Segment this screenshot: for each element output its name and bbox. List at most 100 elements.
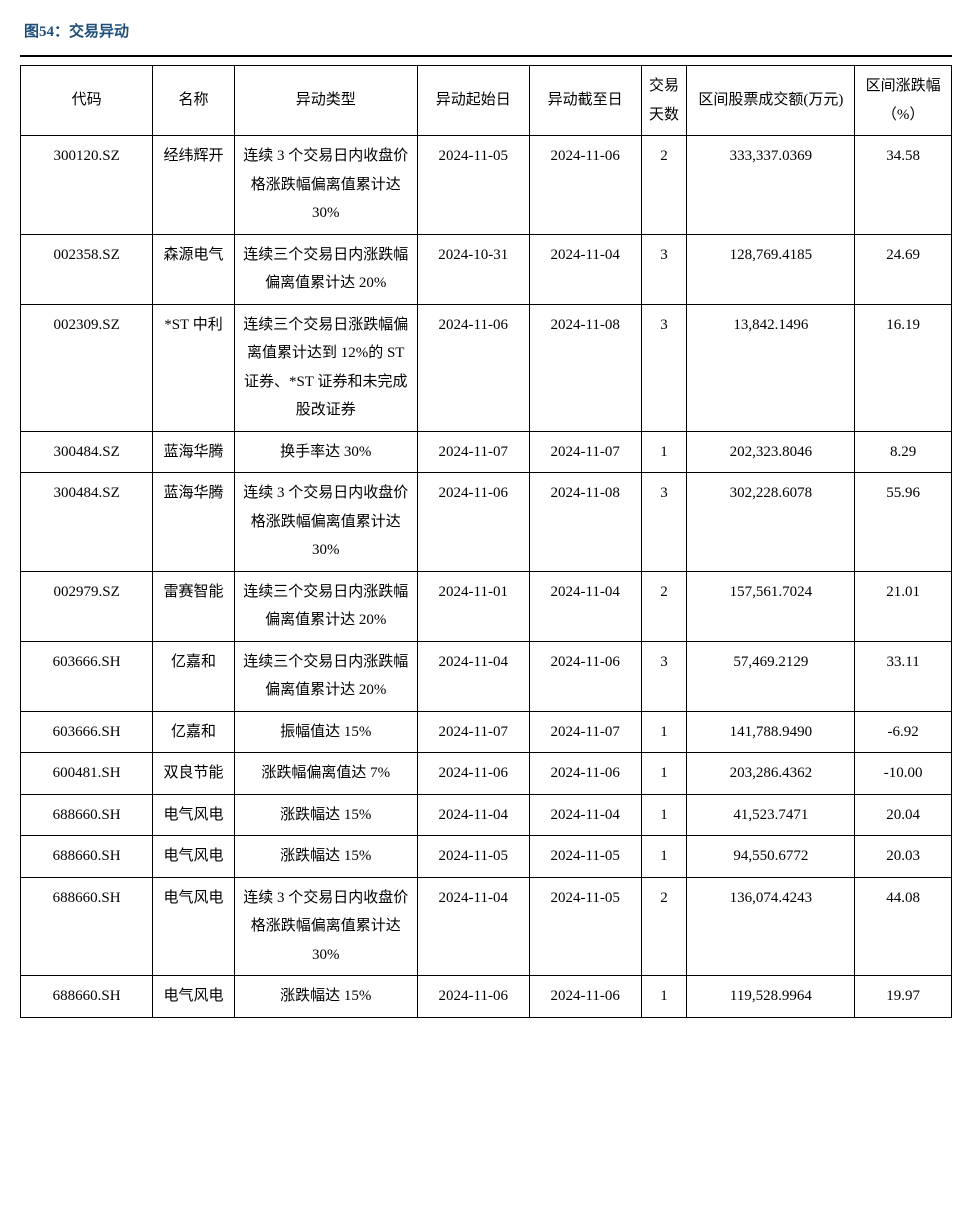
- table-cell: 21.01: [855, 571, 952, 641]
- table-wrapper: 代码 名称 异动类型 异动起始日 异动截至日 交易天数 区间股票成交额(万元) …: [20, 55, 952, 1018]
- table-cell: 2024-11-08: [529, 304, 641, 431]
- table-cell: 55.96: [855, 473, 952, 572]
- table-cell: 603666.SH: [21, 711, 153, 753]
- table-cell: 202,323.8046: [687, 431, 855, 473]
- table-cell: 2024-11-07: [529, 431, 641, 473]
- table-cell: -6.92: [855, 711, 952, 753]
- table-cell: 2024-11-04: [417, 641, 529, 711]
- table-cell: 涨跌幅达 15%: [234, 976, 417, 1018]
- table-cell: 2024-11-01: [417, 571, 529, 641]
- table-cell: 蓝海华腾: [153, 473, 234, 572]
- table-cell: 2024-10-31: [417, 234, 529, 304]
- col-type: 异动类型: [234, 66, 417, 136]
- table-row: 688660.SH电气风电连续 3 个交易日内收盘价格涨跌幅偏离值累计达 30%…: [21, 877, 952, 976]
- table-cell: 44.08: [855, 877, 952, 976]
- table-cell: 亿嘉和: [153, 711, 234, 753]
- table-cell: 1: [641, 753, 687, 795]
- table-cell: 2: [641, 877, 687, 976]
- table-cell: 涨跌幅达 15%: [234, 794, 417, 836]
- table-cell: 136,074.4243: [687, 877, 855, 976]
- table-cell: 2024-11-05: [417, 136, 529, 235]
- table-cell: 13,842.1496: [687, 304, 855, 431]
- table-cell: 688660.SH: [21, 877, 153, 976]
- table-cell: 688660.SH: [21, 794, 153, 836]
- table-cell: 经纬辉开: [153, 136, 234, 235]
- col-days: 交易天数: [641, 66, 687, 136]
- table-cell: 300484.SZ: [21, 473, 153, 572]
- table-row: 603666.SH亿嘉和连续三个交易日内涨跌幅偏离值累计达 20%2024-11…: [21, 641, 952, 711]
- table-row: 300484.SZ蓝海华腾连续 3 个交易日内收盘价格涨跌幅偏离值累计达 30%…: [21, 473, 952, 572]
- table-cell: 002979.SZ: [21, 571, 153, 641]
- col-code: 代码: [21, 66, 153, 136]
- table-cell: 688660.SH: [21, 976, 153, 1018]
- table-cell: 电气风电: [153, 877, 234, 976]
- table-cell: 电气风电: [153, 794, 234, 836]
- table-cell: 2: [641, 571, 687, 641]
- table-cell: 19.97: [855, 976, 952, 1018]
- table-cell: 333,337.0369: [687, 136, 855, 235]
- table-cell: 1: [641, 976, 687, 1018]
- table-cell: 603666.SH: [21, 641, 153, 711]
- table-cell: 141,788.9490: [687, 711, 855, 753]
- table-cell: *ST 中利: [153, 304, 234, 431]
- table-row: 603666.SH亿嘉和振幅值达 15%2024-11-072024-11-07…: [21, 711, 952, 753]
- table-cell: 连续 3 个交易日内收盘价格涨跌幅偏离值累计达 30%: [234, 473, 417, 572]
- table-row: 002979.SZ雷赛智能连续三个交易日内涨跌幅偏离值累计达 20%2024-1…: [21, 571, 952, 641]
- table-cell: 2024-11-04: [529, 571, 641, 641]
- table-cell: 2024-11-06: [529, 753, 641, 795]
- table-cell: 203,286.4362: [687, 753, 855, 795]
- table-cell: 128,769.4185: [687, 234, 855, 304]
- table-row: 688660.SH电气风电涨跌幅达 15%2024-11-062024-11-0…: [21, 976, 952, 1018]
- col-start: 异动起始日: [417, 66, 529, 136]
- table-cell: 亿嘉和: [153, 641, 234, 711]
- table-cell: 94,550.6772: [687, 836, 855, 878]
- table-cell: 2024-11-06: [417, 473, 529, 572]
- table-cell: 20.04: [855, 794, 952, 836]
- table-cell: 2024-11-06: [529, 976, 641, 1018]
- col-amount: 区间股票成交额(万元): [687, 66, 855, 136]
- table-cell: 34.58: [855, 136, 952, 235]
- table-cell: 连续 3 个交易日内收盘价格涨跌幅偏离值累计达 30%: [234, 877, 417, 976]
- table-cell: 16.19: [855, 304, 952, 431]
- col-name: 名称: [153, 66, 234, 136]
- table-cell: 002309.SZ: [21, 304, 153, 431]
- anomaly-table: 代码 名称 异动类型 异动起始日 异动截至日 交易天数 区间股票成交额(万元) …: [20, 65, 952, 1018]
- table-cell: 2024-11-05: [529, 877, 641, 976]
- table-cell: 2024-11-07: [417, 431, 529, 473]
- table-cell: 157,561.7024: [687, 571, 855, 641]
- table-cell: 8.29: [855, 431, 952, 473]
- table-cell: 振幅值达 15%: [234, 711, 417, 753]
- table-cell: 双良节能: [153, 753, 234, 795]
- table-cell: 连续三个交易日涨跌幅偏离值累计达到 12%的 ST 证券、*ST 证券和未完成股…: [234, 304, 417, 431]
- table-cell: 连续三个交易日内涨跌幅偏离值累计达 20%: [234, 571, 417, 641]
- table-cell: 1: [641, 836, 687, 878]
- table-row: 600481.SH双良节能涨跌幅偏离值达 7%2024-11-062024-11…: [21, 753, 952, 795]
- table-cell: 002358.SZ: [21, 234, 153, 304]
- table-cell: 3: [641, 234, 687, 304]
- table-row: 688660.SH电气风电涨跌幅达 15%2024-11-052024-11-0…: [21, 836, 952, 878]
- table-cell: 2024-11-04: [529, 234, 641, 304]
- table-cell: 连续三个交易日内涨跌幅偏离值累计达 20%: [234, 234, 417, 304]
- table-body: 300120.SZ经纬辉开连续 3 个交易日内收盘价格涨跌幅偏离值累计达 30%…: [21, 136, 952, 1018]
- table-cell: 2024-11-05: [417, 836, 529, 878]
- table-cell: 涨跌幅偏离值达 7%: [234, 753, 417, 795]
- table-header-row: 代码 名称 异动类型 异动起始日 异动截至日 交易天数 区间股票成交额(万元) …: [21, 66, 952, 136]
- col-pct: 区间涨跌幅（%）: [855, 66, 952, 136]
- table-cell: 电气风电: [153, 836, 234, 878]
- table-cell: 2024-11-06: [417, 976, 529, 1018]
- table-cell: 蓝海华腾: [153, 431, 234, 473]
- table-cell: -10.00: [855, 753, 952, 795]
- table-cell: 涨跌幅达 15%: [234, 836, 417, 878]
- table-row: 688660.SH电气风电涨跌幅达 15%2024-11-042024-11-0…: [21, 794, 952, 836]
- table-cell: 电气风电: [153, 976, 234, 1018]
- table-cell: 换手率达 30%: [234, 431, 417, 473]
- table-cell: 1: [641, 431, 687, 473]
- table-row: 002358.SZ森源电气连续三个交易日内涨跌幅偏离值累计达 20%2024-1…: [21, 234, 952, 304]
- table-row: 002309.SZ*ST 中利连续三个交易日涨跌幅偏离值累计达到 12%的 ST…: [21, 304, 952, 431]
- table-row: 300484.SZ蓝海华腾换手率达 30%2024-11-072024-11-0…: [21, 431, 952, 473]
- figure-title: 图54：交易异动: [20, 20, 952, 41]
- table-cell: 302,228.6078: [687, 473, 855, 572]
- table-cell: 2024-11-06: [529, 136, 641, 235]
- table-cell: 森源电气: [153, 234, 234, 304]
- col-end: 异动截至日: [529, 66, 641, 136]
